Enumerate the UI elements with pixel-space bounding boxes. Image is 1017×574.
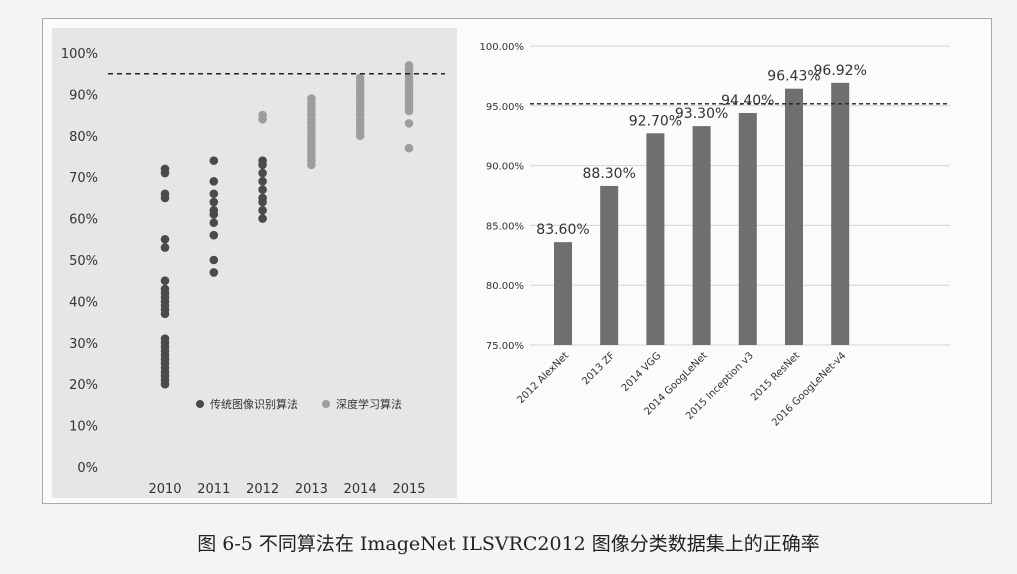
x-tick-label: 2012 bbox=[246, 482, 279, 497]
traditional-point bbox=[258, 160, 267, 170]
y-tick-label: 100% bbox=[61, 47, 98, 62]
deep-learning-point bbox=[307, 160, 316, 170]
x-tick-label: 2010 bbox=[148, 482, 181, 497]
y-tick-label: 95.00% bbox=[486, 102, 524, 113]
bar-value-label: 83.60% bbox=[536, 222, 589, 238]
legend-marker-traditional bbox=[196, 400, 204, 408]
x-category-label: 2014 VGG bbox=[620, 350, 664, 394]
bar bbox=[738, 112, 757, 345]
y-tick-label: 70% bbox=[69, 171, 98, 186]
bar-value-label: 93.30% bbox=[675, 106, 728, 122]
bar bbox=[600, 185, 619, 345]
x-category-label: 2013 ZF bbox=[580, 350, 617, 387]
bar bbox=[785, 88, 803, 345]
traditional-point bbox=[209, 156, 219, 165]
y-tick-label: 0% bbox=[77, 461, 98, 476]
traditional-point bbox=[209, 230, 219, 240]
traditional-point bbox=[209, 197, 219, 207]
y-tick-label: 50% bbox=[69, 254, 98, 269]
legend-label-deep-learning: 深度学习算法 bbox=[336, 397, 402, 411]
x-tick-label: 2015 bbox=[392, 482, 425, 497]
traditional-point bbox=[209, 268, 219, 277]
x-tick-label: 2014 bbox=[344, 482, 377, 497]
traditional-point bbox=[258, 177, 267, 186]
legend-label-traditional: 传统图像识别算法 bbox=[210, 397, 298, 411]
y-tick-label: 30% bbox=[69, 337, 98, 352]
y-tick-label: 10% bbox=[69, 420, 98, 435]
traditional-point bbox=[160, 276, 170, 286]
traditional-point bbox=[258, 185, 267, 194]
deep-learning-point bbox=[355, 131, 365, 141]
traditional-point bbox=[160, 168, 170, 178]
bar-value-label: 96.92% bbox=[814, 63, 867, 79]
bar-value-label: 94.40% bbox=[721, 93, 774, 109]
deep-learning-point bbox=[404, 143, 414, 153]
y-tick-label: 80.00% bbox=[486, 281, 524, 292]
traditional-point bbox=[209, 255, 219, 265]
traditional-point bbox=[258, 214, 267, 223]
traditional-point bbox=[258, 197, 267, 207]
y-tick-label: 20% bbox=[69, 378, 98, 393]
y-tick-label: 90% bbox=[69, 88, 98, 103]
bar bbox=[554, 242, 572, 345]
y-tick-label: 75.00% bbox=[486, 341, 524, 352]
left-chart-background bbox=[52, 28, 457, 498]
legend-marker-deep-learning bbox=[322, 400, 330, 408]
traditional-point bbox=[160, 379, 170, 389]
traditional-point bbox=[258, 168, 267, 178]
bar bbox=[831, 82, 850, 346]
traditional-point bbox=[209, 177, 219, 186]
y-tick-label: 80% bbox=[69, 130, 98, 145]
traditional-point bbox=[160, 243, 170, 252]
traditional-point bbox=[160, 235, 170, 244]
deep-learning-point bbox=[258, 114, 267, 124]
legend: 传统图像识别算法 深度学习算法 bbox=[196, 397, 402, 411]
bar-value-label: 96.43% bbox=[767, 69, 820, 85]
traditional-point bbox=[160, 193, 170, 203]
y-tick-label: 85.00% bbox=[486, 221, 524, 232]
traditional-point bbox=[209, 210, 219, 219]
y-tick-label: 100.00% bbox=[480, 42, 525, 53]
traditional-point bbox=[209, 218, 219, 228]
traditional-point bbox=[258, 206, 267, 215]
bar-value-label: 88.30% bbox=[583, 166, 636, 182]
deep-learning-point bbox=[404, 119, 414, 128]
traditional-point bbox=[209, 189, 219, 199]
bar bbox=[646, 133, 665, 345]
x-tick-label: 2013 bbox=[295, 482, 328, 497]
x-category-label: 2012 AlexNet bbox=[515, 350, 571, 406]
x-tick-label: 2011 bbox=[197, 482, 230, 497]
traditional-point bbox=[160, 309, 170, 319]
figure-caption: 图 6-5 不同算法在 ImageNet ILSVRC2012 图像分类数据集上… bbox=[197, 533, 820, 555]
y-tick-label: 40% bbox=[69, 295, 98, 310]
bar-value-label: 92.70% bbox=[629, 113, 682, 129]
y-tick-label: 60% bbox=[69, 213, 98, 228]
bar bbox=[692, 126, 711, 345]
y-tick-label: 90.00% bbox=[486, 162, 524, 173]
deep-learning-point bbox=[404, 106, 414, 116]
